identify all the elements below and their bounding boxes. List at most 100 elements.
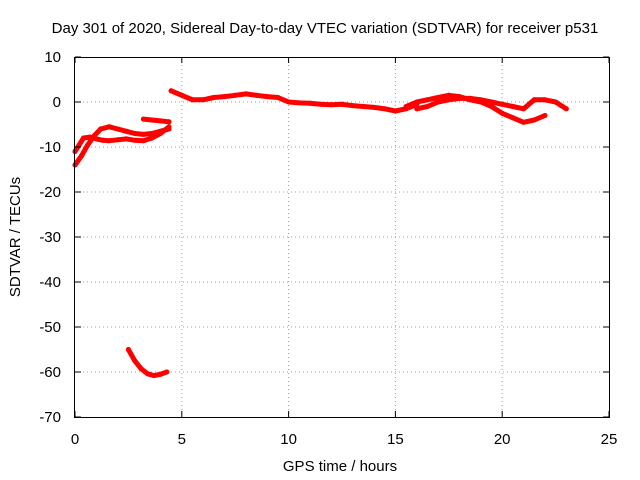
data-point <box>446 97 452 103</box>
data-point <box>275 95 281 100</box>
data-point <box>392 108 398 114</box>
data-point <box>222 94 227 100</box>
data-point <box>140 131 146 137</box>
data-point <box>350 103 356 109</box>
y-tick-label: -40 <box>39 274 61 291</box>
x-tick-label: 10 <box>280 431 297 448</box>
data-point <box>339 101 345 107</box>
data-point <box>81 135 86 141</box>
data-point <box>166 126 172 132</box>
data-point <box>78 153 84 159</box>
data-point <box>168 88 174 94</box>
data-point <box>254 92 260 98</box>
data-point <box>149 131 155 136</box>
data-point <box>424 97 430 103</box>
data-point <box>138 366 144 372</box>
series-sat-c <box>140 116 172 125</box>
data-point <box>157 118 163 124</box>
series-line <box>140 116 172 125</box>
data-point <box>318 101 324 107</box>
data-point <box>499 110 505 116</box>
data-point <box>243 91 249 97</box>
series-line <box>168 88 420 114</box>
data-point <box>145 371 151 377</box>
data-point <box>200 97 206 103</box>
data-point <box>115 126 121 132</box>
y-axis-label: SDTVAR / TECUs <box>7 177 24 297</box>
series-layer <box>72 88 569 379</box>
x-tick-label: 25 <box>601 431 618 448</box>
data-point <box>489 104 494 109</box>
data-point <box>521 119 527 125</box>
grid <box>75 57 609 417</box>
series-sat-d <box>125 347 170 379</box>
data-point <box>179 92 185 98</box>
data-point <box>151 373 157 379</box>
x-tick-label: 20 <box>494 431 511 448</box>
data-point <box>307 100 313 106</box>
data-point <box>563 106 569 112</box>
x-axis-label: GPS time / hours <box>283 458 397 475</box>
data-point <box>211 95 217 100</box>
data-point <box>164 369 170 375</box>
series-sat-g <box>414 95 569 112</box>
data-point <box>457 95 462 101</box>
data-point <box>553 99 559 105</box>
data-point <box>435 99 441 105</box>
y-tick-label: -50 <box>39 319 61 336</box>
data-point <box>531 97 537 103</box>
data-point <box>123 136 129 142</box>
series-sat-e <box>168 88 420 114</box>
series-sat-b <box>72 124 172 168</box>
data-point <box>371 104 377 110</box>
data-point <box>542 97 548 103</box>
data-point <box>446 92 452 98</box>
y-tick-label: -10 <box>39 139 61 156</box>
y-tick-label: -60 <box>39 364 61 381</box>
plot-frame <box>74 57 610 418</box>
data-point <box>132 358 138 364</box>
data-point <box>100 137 106 143</box>
y-tick-label: 0 <box>53 94 61 111</box>
x-tick-label: 15 <box>387 431 404 448</box>
data-point <box>296 100 302 106</box>
data-point <box>382 106 388 112</box>
data-point <box>140 116 146 122</box>
data-point <box>166 119 172 125</box>
y-tick-label: 10 <box>44 49 61 66</box>
data-point <box>542 113 548 118</box>
data-point <box>531 117 537 123</box>
data-point <box>149 117 155 123</box>
data-point <box>125 347 131 352</box>
data-point <box>140 138 146 144</box>
data-point <box>190 97 195 103</box>
data-point <box>414 106 420 112</box>
data-point <box>149 135 155 141</box>
data-point <box>478 97 484 103</box>
data-point <box>510 104 516 109</box>
data-point <box>157 128 163 134</box>
chart-title: Day 301 of 2020, Sidereal Day-to-day VTE… <box>52 20 599 37</box>
data-point <box>328 102 334 108</box>
x-tick-label: 5 <box>178 431 186 448</box>
x-tick-label: 0 <box>71 431 79 448</box>
data-point <box>264 94 270 100</box>
series-sat-a <box>72 124 172 154</box>
data-point <box>98 126 104 132</box>
data-point <box>91 133 97 139</box>
data-point <box>499 101 505 107</box>
data-point <box>424 104 430 109</box>
data-point <box>76 142 82 148</box>
data-point <box>232 92 238 98</box>
data-point <box>132 137 138 143</box>
data-point <box>360 104 366 109</box>
y-tick-label: -30 <box>39 229 61 246</box>
data-point <box>286 99 292 105</box>
y-tick-label: -70 <box>39 409 61 426</box>
data-point <box>115 137 121 143</box>
data-point <box>467 95 473 101</box>
data-point <box>403 104 409 109</box>
data-point <box>106 124 112 130</box>
data-point <box>85 142 91 148</box>
